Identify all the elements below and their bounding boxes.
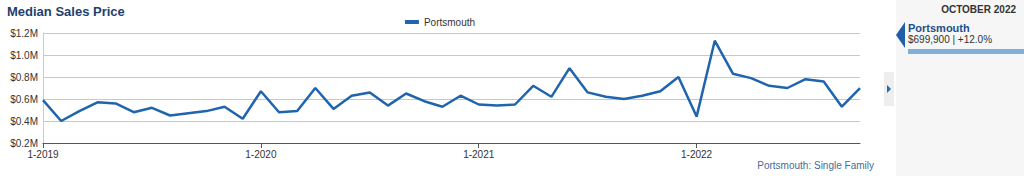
svg-text:$1.0M: $1.0M bbox=[10, 50, 38, 61]
svg-text:$0.4M: $0.4M bbox=[10, 116, 38, 127]
svg-text:1-2019: 1-2019 bbox=[27, 149, 59, 160]
svg-text:Portsmouth: Portsmouth bbox=[424, 17, 475, 28]
svg-text:1-2022: 1-2022 bbox=[681, 149, 713, 160]
svg-text:$1.2M: $1.2M bbox=[10, 28, 38, 39]
html-text:Portsmouth: Portsmouth bbox=[908, 22, 970, 34]
svg-text:$0.2M: $0.2M bbox=[10, 138, 38, 149]
svg-text:$0.6M: $0.6M bbox=[10, 94, 38, 105]
svg-text:1-2020: 1-2020 bbox=[245, 149, 277, 160]
html-text:OCTOBER 2022: OCTOBER 2022 bbox=[941, 4, 1016, 15]
svg-text:1-2021: 1-2021 bbox=[463, 149, 495, 160]
svg-text:Median Sales Price: Median Sales Price bbox=[7, 4, 125, 19]
html-text:$699,900 | +12.0%: $699,900 | +12.0% bbox=[908, 34, 993, 45]
svg-text:$0.8M: $0.8M bbox=[10, 72, 38, 83]
html-text:Portsmouth: Single Family: Portsmouth: Single Family bbox=[757, 160, 874, 171]
